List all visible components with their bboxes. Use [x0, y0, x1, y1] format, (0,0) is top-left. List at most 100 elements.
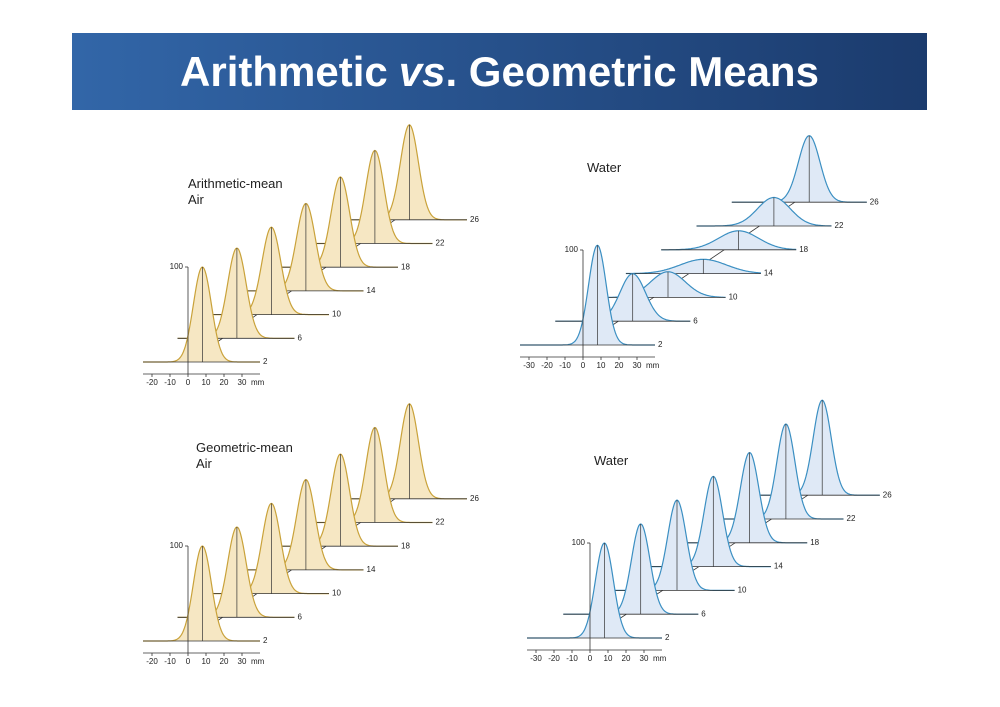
x-tick-label: -30 — [530, 654, 542, 663]
depth-label: 14 — [774, 562, 783, 571]
panel-title: Geometric-mean Air — [196, 440, 293, 471]
x-tick-label: 20 — [622, 654, 631, 663]
depth-label: 22 — [436, 518, 445, 527]
depth-label: 6 — [298, 333, 303, 342]
x-tick-label: -30 — [523, 361, 535, 370]
x-tick-label: 30 — [238, 657, 247, 666]
depth-label: 6 — [298, 612, 303, 621]
depth-label: 14 — [367, 286, 376, 295]
x-tick-label: 10 — [604, 654, 613, 663]
depth-label: 14 — [367, 565, 376, 574]
depth-label: 10 — [738, 586, 747, 595]
profile-fill — [555, 273, 691, 322]
profile-fill — [143, 546, 260, 641]
x-tick-label: -10 — [559, 361, 571, 370]
profile-fill — [731, 135, 867, 203]
depth-label: 14 — [764, 269, 773, 278]
x-tick-label: -20 — [146, 657, 158, 666]
x-tick-label: 20 — [615, 361, 624, 370]
profile-fill — [246, 479, 364, 570]
x-tick-label: -10 — [164, 657, 176, 666]
x-tick-label: 10 — [202, 657, 211, 666]
x-tick-label: 30 — [640, 654, 649, 663]
profile-fill — [527, 543, 662, 638]
y-tick-label: 100 — [170, 262, 184, 271]
x-axis-label: mm — [251, 378, 265, 387]
depth-label: 22 — [436, 239, 445, 248]
x-axis-label: mm — [646, 361, 660, 370]
x-tick-label: 0 — [588, 654, 593, 663]
x-axis-label: mm — [653, 654, 667, 663]
profile-fill — [672, 452, 808, 543]
panel-title: Water — [594, 453, 629, 468]
profile-line — [625, 258, 761, 275]
depth-label: 2 — [263, 357, 268, 366]
depth-label: 26 — [883, 490, 892, 499]
depth-label: 26 — [470, 494, 479, 503]
depth-label: 2 — [658, 340, 663, 349]
depth-label: 18 — [401, 541, 410, 550]
profile-fill — [143, 267, 260, 362]
depth-label: 18 — [810, 538, 819, 547]
x-tick-label: 20 — [220, 378, 229, 387]
x-tick-label: -10 — [164, 378, 176, 387]
x-tick-label: -20 — [146, 378, 158, 387]
panel-title: Water — [587, 160, 622, 175]
y-tick-label: 100 — [565, 245, 579, 254]
depth-label: 2 — [665, 633, 670, 642]
depth-label: 10 — [332, 589, 341, 598]
profile-fill — [281, 454, 398, 547]
title-text: vs — [398, 47, 446, 95]
profile-fill — [696, 197, 832, 226]
title-bar: Arithmetic vs. Geometric Means — [72, 33, 927, 110]
depth-label: 10 — [729, 293, 738, 302]
depth-label: 6 — [693, 316, 698, 325]
x-tick-label: 30 — [238, 378, 247, 387]
depth-label: 26 — [870, 197, 879, 206]
profile-fill — [246, 203, 364, 291]
profile-fill — [212, 227, 329, 315]
depth-label: 18 — [799, 245, 808, 254]
panel-title: Arithmetic-mean Air — [188, 176, 283, 207]
profile-fill — [661, 230, 797, 250]
profile-fill — [708, 424, 844, 519]
x-tick-label: -20 — [548, 654, 560, 663]
x-tick-label: 10 — [202, 378, 211, 387]
x-tick-label: 10 — [597, 361, 606, 370]
x-tick-label: -20 — [541, 361, 553, 370]
profile-fill — [315, 150, 433, 244]
profile-fill — [212, 503, 329, 594]
x-tick-label: 30 — [633, 361, 642, 370]
x-tick-label: 20 — [220, 657, 229, 666]
x-axis-label: mm — [251, 657, 265, 666]
y-tick-label: 100 — [572, 538, 586, 547]
x-tick-label: -10 — [566, 654, 578, 663]
profile-fill — [563, 524, 699, 615]
profile-line — [661, 230, 797, 251]
profile-fill — [315, 427, 433, 523]
title-text: Arithmetic — [180, 47, 388, 95]
profile-fill — [599, 500, 735, 591]
profile-fill — [744, 400, 880, 496]
depth-label: 22 — [835, 221, 844, 230]
x-tick-label: 0 — [186, 657, 191, 666]
x-tick-label: 0 — [581, 361, 586, 370]
depth-label: 6 — [701, 609, 706, 618]
title-text: . Geometric Means — [445, 47, 819, 95]
profile-fill — [625, 259, 761, 274]
profile-fill — [590, 271, 726, 298]
profile-fill — [177, 527, 295, 618]
profile-fill — [350, 124, 467, 220]
y-tick-label: 100 — [170, 541, 184, 550]
depth-label: 10 — [332, 310, 341, 319]
depth-label: 18 — [401, 262, 410, 271]
profile-fill — [635, 476, 771, 567]
profile-fill — [281, 176, 398, 268]
profile-fill — [177, 248, 295, 339]
depth-label: 22 — [847, 514, 856, 523]
profile-fill — [350, 403, 467, 499]
depth-label: 26 — [470, 215, 479, 224]
depth-label: 2 — [263, 636, 268, 645]
